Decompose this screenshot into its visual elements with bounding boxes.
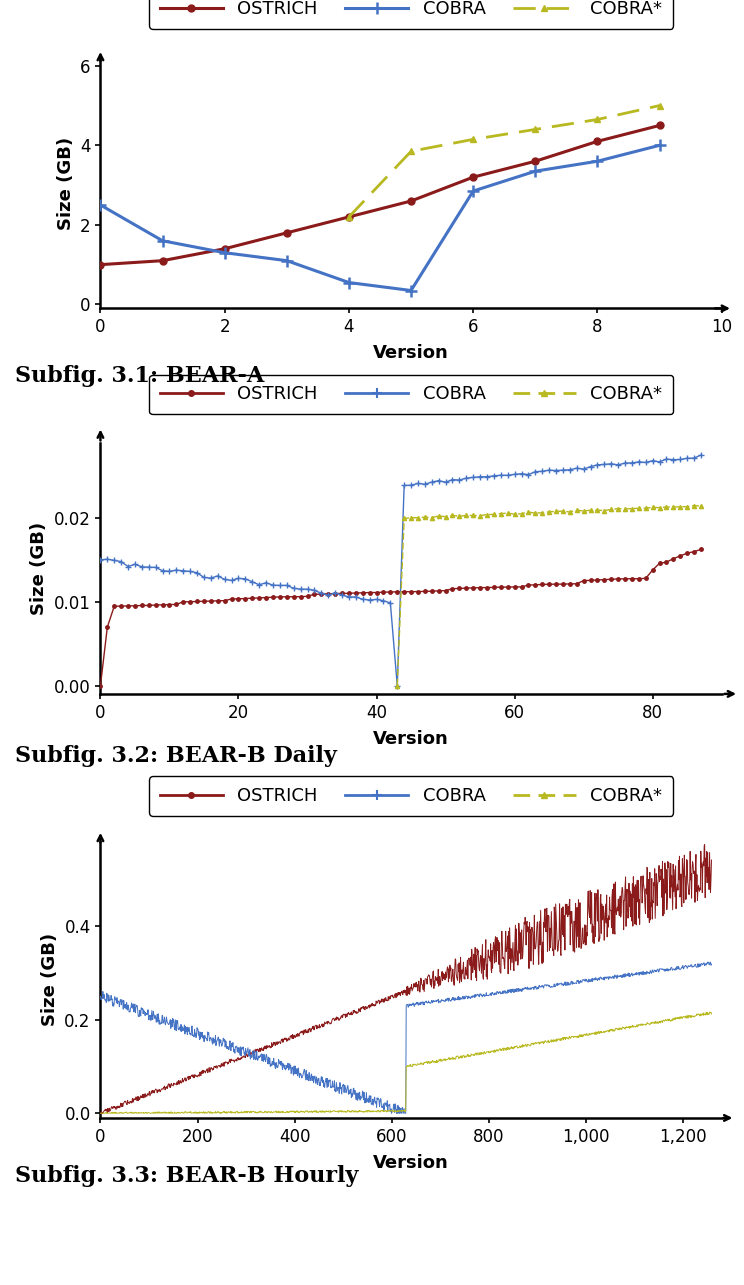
Legend: OSTRICH, COBRA, COBRA*: OSTRICH, COBRA, COBRA* xyxy=(149,375,673,414)
Y-axis label: Size (GB): Size (GB) xyxy=(31,522,48,616)
X-axis label: Version: Version xyxy=(373,730,449,748)
Text: Subfig. 3.2: BEAR-B Daily: Subfig. 3.2: BEAR-B Daily xyxy=(15,745,337,767)
X-axis label: Version: Version xyxy=(373,344,449,362)
Text: Subfig. 3.1: BEAR-A: Subfig. 3.1: BEAR-A xyxy=(15,365,264,387)
Y-axis label: Size (GB): Size (GB) xyxy=(41,933,59,1027)
Legend: OSTRICH, COBRA, COBRA*: OSTRICH, COBRA, COBRA* xyxy=(149,0,673,28)
Legend: OSTRICH, COBRA, COBRA*: OSTRICH, COBRA, COBRA* xyxy=(149,776,673,816)
X-axis label: Version: Version xyxy=(373,1154,449,1172)
Text: Subfig. 3.3: BEAR-B Hourly: Subfig. 3.3: BEAR-B Hourly xyxy=(15,1165,359,1187)
Y-axis label: Size (GB): Size (GB) xyxy=(57,136,74,230)
